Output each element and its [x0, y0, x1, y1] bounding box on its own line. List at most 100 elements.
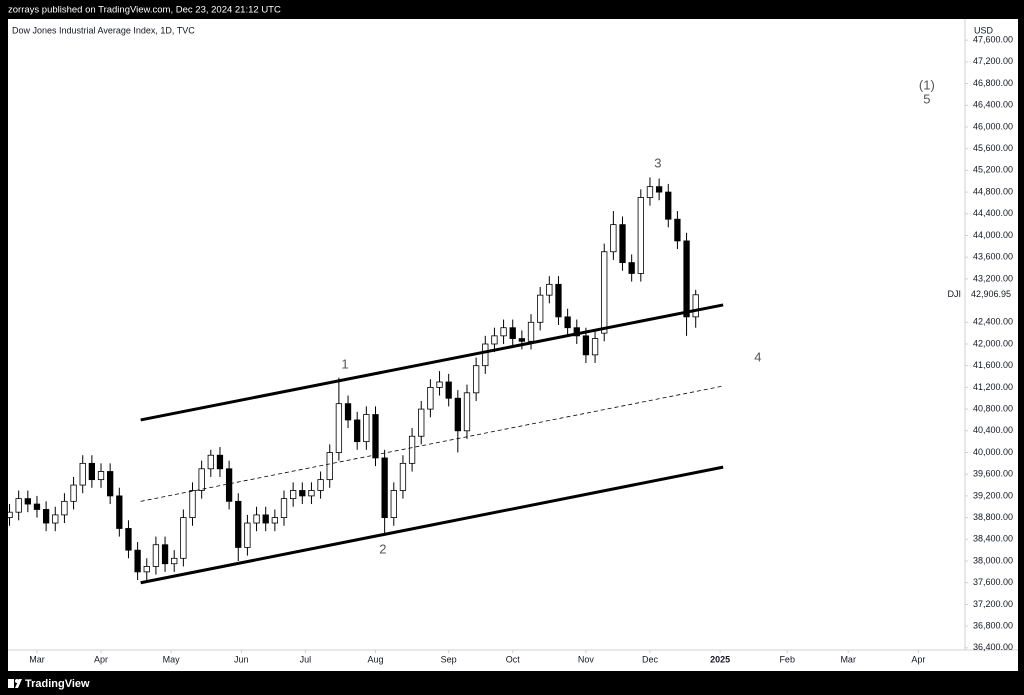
x-tick-label: Jun: [234, 654, 249, 664]
candle-body: [463, 392, 471, 432]
candle: [482, 335, 489, 374]
x-tick-label: Feb: [779, 654, 795, 664]
candle-body: [390, 490, 397, 519]
x-tick-label: Oct: [506, 654, 521, 664]
candle: [491, 327, 498, 353]
candle-body: [564, 316, 571, 329]
y-tick-label: 46,000.00: [973, 121, 1013, 131]
candle-body: [308, 490, 315, 497]
candle: [344, 395, 352, 429]
candle: [52, 506, 59, 532]
candle-body: [290, 490, 297, 500]
candle-body: [171, 557, 178, 565]
candle-body: [418, 408, 425, 437]
candle-body: [107, 471, 114, 497]
candle: [619, 216, 626, 271]
candle: [171, 550, 178, 572]
y-tick-label: 43,200.00: [973, 273, 1013, 283]
candle-body: [97, 471, 105, 481]
candle-body: [692, 294, 699, 318]
candle-body: [335, 403, 343, 453]
brand[interactable]: TradingView: [25, 678, 90, 690]
x-tick-label: Aug: [367, 654, 383, 664]
y-tick-label: 37,600.00: [973, 577, 1013, 587]
wave-label: 2: [379, 541, 386, 556]
candle-body: [116, 495, 123, 529]
candle-body: [637, 197, 644, 274]
y-tick-label: 40,800.00: [973, 403, 1013, 413]
last-price-box: [966, 287, 1018, 302]
y-tick-label: 46,400.00: [973, 100, 1013, 110]
candle: [143, 558, 150, 581]
candle-body: [280, 498, 288, 519]
candle: [472, 357, 480, 401]
candle-body: [363, 414, 370, 443]
candle-body: [683, 240, 690, 318]
candle: [152, 536, 160, 575]
candle-body: [546, 283, 553, 296]
x-tick-label: Mar: [840, 654, 856, 664]
candle-body: [527, 321, 535, 342]
candle: [335, 377, 343, 461]
candle: [189, 482, 196, 526]
x-tick-label: Dec: [642, 654, 659, 664]
candle-body: [33, 503, 41, 510]
candle: [271, 509, 278, 532]
candle-body: [134, 549, 141, 573]
y-tick-label: 40,000.00: [973, 447, 1013, 457]
candle-body: [88, 462, 96, 481]
wave-label: 3: [654, 155, 661, 170]
candle-body: [601, 251, 608, 334]
y-tick-label: 44,800.00: [973, 186, 1013, 196]
candle-body: [445, 381, 452, 399]
candle-body: [582, 335, 590, 356]
plot: [8, 177, 724, 585]
candle-body: [628, 262, 635, 274]
trendline: [140, 385, 724, 502]
candle: [317, 471, 324, 499]
y-tick-label: 45,600.00: [973, 143, 1013, 153]
candle-body: [537, 294, 544, 323]
y-tick-label: 44,400.00: [973, 208, 1013, 218]
candle: [637, 189, 644, 282]
y-tick-label: 42,400.00: [973, 317, 1013, 327]
candle: [591, 330, 599, 363]
candle: [399, 455, 407, 499]
wave-label: 1: [341, 356, 348, 371]
candle: [537, 287, 544, 331]
y-tick-label: 36,800.00: [973, 621, 1013, 631]
candle: [674, 211, 681, 250]
candle: [381, 449, 388, 534]
y-tick-label: 36,400.00: [973, 642, 1013, 652]
candle: [427, 379, 434, 418]
candle-body: [271, 517, 278, 524]
candle-body: [674, 218, 681, 242]
y-tick-label: 46,800.00: [973, 78, 1013, 88]
candle-body: [244, 522, 251, 548]
candle: [463, 384, 471, 439]
candle-body: [408, 435, 416, 464]
candle: [207, 449, 214, 477]
candle: [198, 460, 205, 499]
candle-body: [207, 454, 214, 470]
candle-body: [372, 414, 379, 459]
y-tick-label: 39,200.00: [973, 490, 1013, 500]
wave-label: (1): [919, 77, 935, 92]
candle: [125, 520, 132, 559]
candle: [546, 276, 553, 304]
candle-body: [235, 500, 242, 548]
candle: [390, 482, 397, 526]
y-tick-label: 38,800.00: [973, 512, 1013, 522]
candle: [8, 504, 13, 526]
x-tick-label: Jul: [300, 654, 312, 664]
candle-body: [646, 186, 654, 198]
candle: [134, 542, 141, 581]
candle: [244, 514, 251, 556]
wave-label: 5: [923, 91, 930, 106]
candle: [418, 400, 425, 445]
candle: [646, 177, 654, 206]
y-tick-label: 44,000.00: [973, 230, 1013, 240]
last-price-label: 42,906.95: [971, 289, 1011, 299]
y-tick-label: 41,600.00: [973, 360, 1013, 370]
candle-body: [61, 500, 68, 516]
